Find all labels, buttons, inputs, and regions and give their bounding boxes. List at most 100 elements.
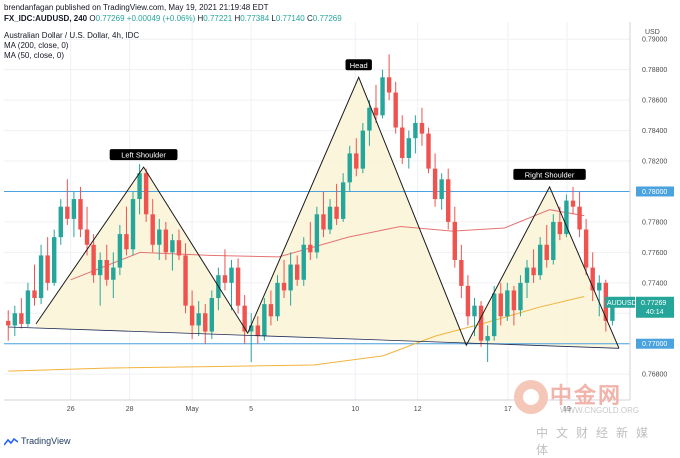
candle-body-27 — [183, 255, 188, 306]
candle-28 — [189, 290, 195, 340]
candle-22 — [150, 199, 155, 253]
candle-body-25 — [170, 240, 175, 253]
countdown-text: 40:14 — [646, 309, 664, 316]
x-tick-2: May — [186, 406, 200, 413]
candle-4 — [32, 264, 37, 306]
watermark-sub: 中文财经新媒体 — [536, 426, 657, 457]
candle-body-21 — [143, 173, 149, 215]
candle-80 — [531, 249, 536, 283]
candle-40 — [268, 290, 274, 326]
publisher-text: brendanfagan published on TradingView.co… — [4, 3, 269, 12]
candle-body-75 — [498, 293, 503, 317]
candle-body-51 — [340, 182, 346, 219]
candle-body-46 — [308, 244, 313, 253]
candle-body-8 — [58, 206, 63, 238]
watermark-cn: 中金网 — [550, 384, 623, 409]
candle-body-41 — [275, 282, 280, 317]
candle-79 — [524, 259, 530, 299]
candle-body-26 — [176, 240, 182, 256]
change-value: +0.00049 (+0.06%) — [126, 14, 196, 23]
candle-body-6 — [45, 255, 50, 283]
candle-body-76 — [505, 290, 510, 317]
neckline — [8, 326, 620, 349]
candle-body-77 — [511, 290, 517, 311]
candle-38 — [255, 316, 260, 344]
footer-brand-text: TradingView — [21, 436, 71, 446]
candle-body-78 — [518, 282, 523, 311]
candle-body-37 — [249, 325, 254, 332]
cngold-watermark: 中金网 WWW.CNGOLD.ORG 中文财经新媒体 — [500, 376, 670, 457]
head-shoulders-line — [35, 76, 620, 349]
candle-83 — [551, 214, 556, 265]
candle-body-82 — [544, 244, 549, 260]
candle-body-24 — [163, 229, 169, 253]
legend-ma50[interactable]: MA (50, close, 0) — [4, 51, 64, 61]
candle-46 — [308, 221, 313, 260]
candle-85 — [564, 194, 569, 238]
y-tick-1: 0.78800 — [642, 67, 667, 74]
pattern-label-bg-2 — [513, 168, 586, 180]
candle-body-7 — [52, 237, 57, 283]
o-value: 0.77269 — [95, 14, 125, 23]
candle-41 — [275, 275, 280, 321]
candle-body-66 — [439, 179, 444, 200]
y-tick-2: 0.78600 — [642, 98, 667, 105]
candle-34 — [229, 259, 234, 311]
x-tick-0: 26 — [67, 406, 75, 413]
pattern-label-text-0: Left Shoulder — [121, 151, 166, 160]
candle-12 — [84, 206, 90, 256]
candle-52 — [347, 145, 352, 192]
x-tick-6: 17 — [504, 406, 512, 413]
x-tick-5: 12 — [414, 406, 422, 413]
footer-brand[interactable]: TradingView — [4, 436, 71, 446]
candle-body-34 — [229, 267, 234, 283]
legend-ma200[interactable]: MA (200, close, 0) — [4, 41, 68, 51]
candle-39 — [262, 298, 267, 341]
hh-value: 0.77384 — [240, 14, 270, 23]
candle-body-62 — [413, 122, 418, 139]
candle-body-53 — [354, 153, 359, 169]
o-label: O — [89, 14, 96, 23]
candle-26 — [176, 229, 182, 260]
legend-title-text: Australian Dollar / U.S. Dollar, 4h, IDC — [4, 31, 140, 40]
candle-7 — [52, 229, 57, 286]
candle-13 — [91, 234, 96, 283]
candle-35 — [235, 258, 241, 314]
candle-body-54 — [360, 130, 366, 169]
watermark-url: WWW.CNGOLD.ORG — [560, 406, 640, 415]
y-tick-6: 0.77800 — [642, 219, 667, 226]
level-tag-text-0: 0.78000 — [642, 189, 667, 196]
watermark-logo-icon — [514, 380, 548, 414]
candle-60 — [400, 115, 405, 165]
y-tick-7: 0.77600 — [642, 250, 667, 257]
candle-body-40 — [268, 304, 274, 317]
candle-body-23 — [157, 229, 162, 245]
pattern-label-1: Head — [345, 59, 372, 71]
candle-body-5 — [38, 255, 44, 299]
candle-body-88 — [583, 229, 589, 268]
candle-15 — [104, 244, 109, 286]
candle-body-20 — [137, 173, 142, 200]
candle-body-79 — [524, 267, 530, 283]
candle-1 — [12, 305, 18, 337]
candle-body-57 — [380, 77, 385, 116]
last-price-bg — [636, 296, 674, 318]
l-label: L — [271, 14, 276, 23]
candle-body-55 — [367, 107, 372, 131]
candle-10 — [71, 191, 77, 238]
candle-54 — [360, 122, 366, 174]
candle-25 — [170, 234, 175, 271]
candle-body-89 — [590, 267, 595, 291]
ohlc-line: FX_IDC:AUDUSD, 240 O0.77269 +0.00049 (+0… — [4, 14, 342, 24]
h-value: 0.77221 — [203, 14, 233, 23]
legend-ma200-text: MA (200, close, 0) — [4, 41, 69, 50]
candle-58 — [386, 54, 392, 101]
candle-body-69 — [459, 259, 464, 286]
candle-30 — [203, 304, 208, 344]
candle-body-63 — [419, 122, 425, 134]
candle-body-68 — [452, 221, 457, 260]
symbol-tag-text: AUDUSD — [607, 300, 637, 307]
y-tick-8: 0.77400 — [642, 280, 667, 287]
candle-84 — [557, 206, 563, 241]
